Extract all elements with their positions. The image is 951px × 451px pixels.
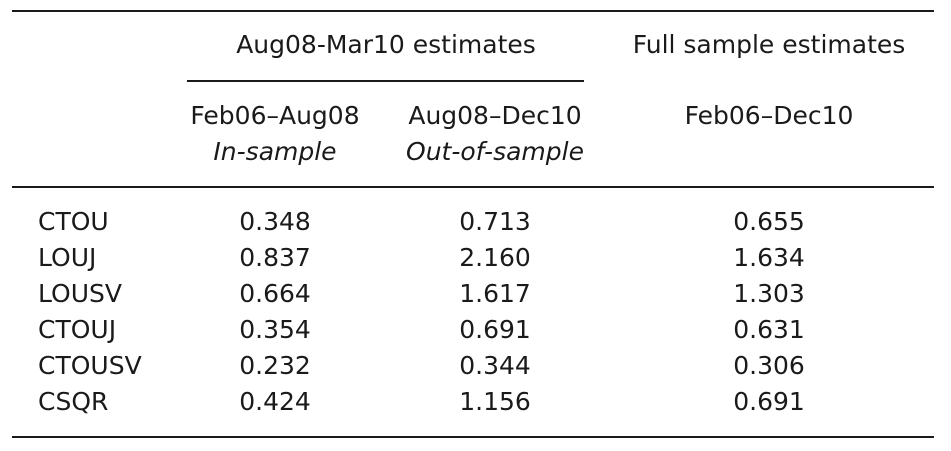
- table-row: CTOUSV 0.232 0.344 0.306: [0, 351, 951, 387]
- row-label: CTOUJ: [38, 315, 117, 344]
- column-header-subtitle: Out-of-sample: [406, 137, 584, 166]
- table-cell: 0.232: [239, 351, 311, 380]
- table-row: LOUSV 0.664 1.617 1.303: [0, 279, 951, 315]
- group-underline: [187, 80, 584, 82]
- table-cell: 0.655: [733, 207, 805, 236]
- table-cell: 1.617: [459, 279, 531, 308]
- row-label: LOUSV: [38, 279, 122, 308]
- table-cell: 0.691: [733, 387, 805, 416]
- table-row: LOUJ 0.837 2.160 1.634: [0, 243, 951, 279]
- table-cell: 0.837: [239, 243, 311, 272]
- table-cell: 1.156: [459, 387, 531, 416]
- table-cell: 0.631: [733, 315, 805, 344]
- table-row: CSQR 0.424 1.156 0.691: [0, 387, 951, 423]
- table-cell: 0.348: [239, 207, 311, 236]
- table-cell: 0.306: [733, 351, 805, 380]
- table-cell: 1.634: [733, 243, 805, 272]
- table-cell: 2.160: [459, 243, 531, 272]
- column-header-subtitle: In-sample: [213, 137, 337, 166]
- table-cell: 1.303: [733, 279, 805, 308]
- table-cell: 0.344: [459, 351, 531, 380]
- group-header-full-sample: Full sample estimates: [632, 30, 906, 59]
- column-header-period: Feb06–Aug08: [190, 101, 360, 130]
- table-cell: 0.424: [239, 387, 311, 416]
- table-cell: 0.691: [459, 315, 531, 344]
- table-cell: 0.354: [239, 315, 311, 344]
- top-rule: [12, 10, 934, 12]
- table-row: CTOUJ 0.354 0.691 0.631: [0, 315, 951, 351]
- row-label: CTOU: [38, 207, 109, 236]
- bottom-rule: [12, 436, 934, 438]
- table-cell: 0.713: [459, 207, 531, 236]
- column-header-period: Aug08–Dec10: [408, 101, 582, 130]
- group-header-aug08-mar10: Aug08-Mar10 estimates: [236, 30, 536, 59]
- row-label: CTOUSV: [38, 351, 142, 380]
- table-cell: 0.664: [239, 279, 311, 308]
- header-rule: [12, 186, 934, 188]
- row-label: CSQR: [38, 387, 109, 416]
- table-row: CTOU 0.348 0.713 0.655: [0, 207, 951, 243]
- column-header-period: Feb06–Dec10: [684, 101, 854, 130]
- row-label: LOUJ: [38, 243, 97, 272]
